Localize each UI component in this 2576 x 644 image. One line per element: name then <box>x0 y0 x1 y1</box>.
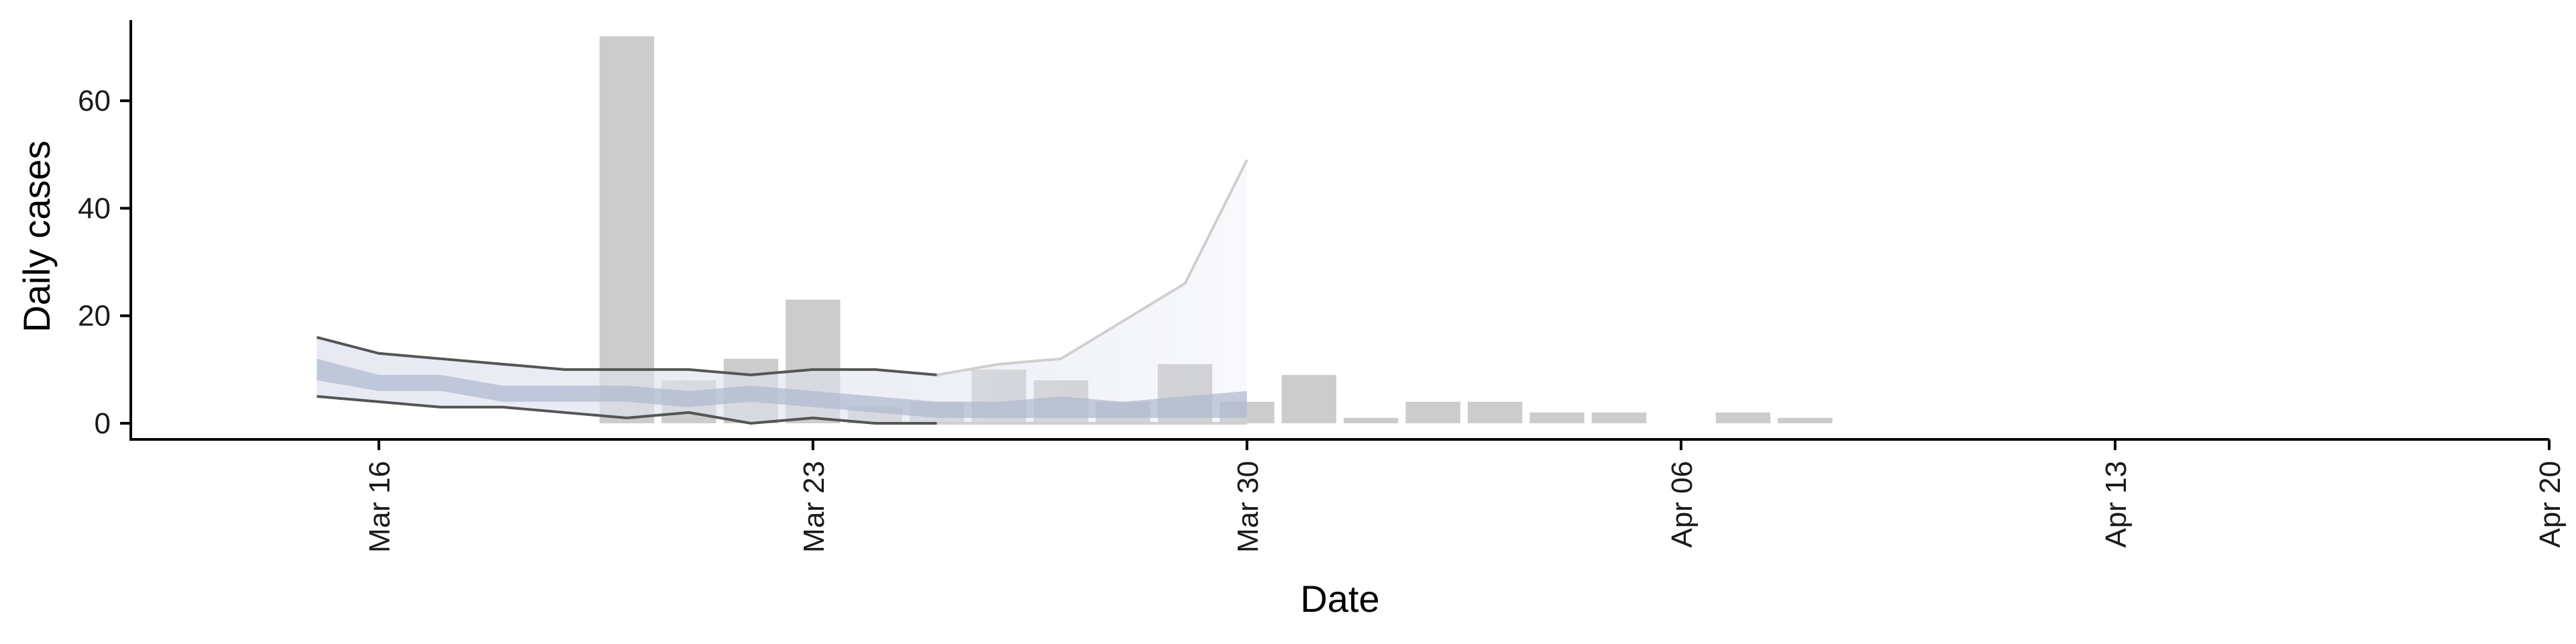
plot-area <box>316 36 1833 425</box>
estimate-upper-line <box>316 335 937 376</box>
estimate-lower-line <box>317 394 937 425</box>
bar-2020-04-02 <box>1405 401 1460 423</box>
forecast-upper-line <box>936 159 1248 376</box>
x-tick-label: Apr 06 <box>1666 461 1699 548</box>
y-tick-label: 20 <box>78 300 111 333</box>
x-axis-ticks: Mar 16 Mar 23 Mar 30 Apr 06 Apr 13 Apr 20 <box>364 439 2567 553</box>
bar-2020-04-01 <box>1344 417 1399 423</box>
estimate-inner-band <box>317 358 1247 418</box>
bar-2020-04-03 <box>1467 401 1523 423</box>
bar-2020-03-20 <box>599 36 655 423</box>
x-axis-title: Date <box>1300 578 1379 620</box>
x-tick-label: Mar 30 <box>1232 461 1265 553</box>
x-tick-label: Mar 23 <box>798 461 830 553</box>
x-tick-label: Apr 20 <box>2534 461 2567 548</box>
bar-2020-04-04 <box>1529 412 1585 423</box>
estimate-outer-band <box>317 160 1247 423</box>
bar-2020-04-08 <box>1778 417 1833 423</box>
axes: 0 20 40 60 Mar 16 Mar 23 Mar 30 Apr 06 Apr 13 Ap… <box>78 20 2567 553</box>
bar-2020-04-05 <box>1591 412 1647 423</box>
bar-2020-04-07 <box>1715 412 1771 423</box>
y-tick-label: 40 <box>78 192 111 225</box>
y-tick-label: 0 <box>95 407 111 440</box>
y-axis-ticks: 0 20 40 60 <box>78 85 131 440</box>
bar-2020-03-31 <box>1281 374 1336 423</box>
x-tick-label: Apr 13 <box>2100 461 2133 548</box>
y-tick-label: 60 <box>78 85 111 117</box>
y-axis-title: Daily cases <box>15 140 58 332</box>
x-tick-label: Mar 16 <box>364 461 396 553</box>
